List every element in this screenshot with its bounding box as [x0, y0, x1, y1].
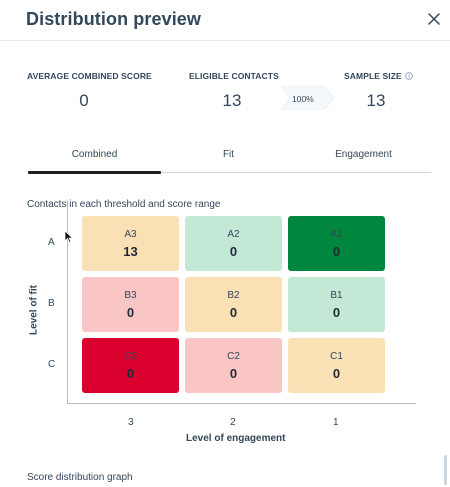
x-axis-line — [67, 403, 416, 404]
cell-count: 13 — [123, 244, 138, 259]
cell-count: 0 — [229, 366, 238, 381]
matrix-cell-a3[interactable]: A3 13 — [82, 216, 179, 271]
percent-badge: 100% — [292, 94, 314, 104]
matrix-cell-b1[interactable]: B1 0 — [288, 277, 385, 332]
cell-count: 0 — [229, 244, 238, 259]
y-axis-title: Level of fit — [28, 284, 40, 336]
col-label-2: 2 — [230, 417, 236, 428]
y-axis-line — [67, 201, 68, 403]
cell-name: A3 — [124, 229, 137, 240]
matrix-cell-b2[interactable]: B2 0 — [185, 277, 282, 332]
panel-header: Distribution preview — [0, 0, 450, 41]
cell-count: 0 — [126, 366, 135, 381]
col-label-1: 1 — [333, 417, 339, 428]
eligible-contacts-value: 13 — [222, 91, 242, 110]
sample-size-label: SAMPLE SIZE — [344, 71, 413, 81]
cell-name: C3 — [124, 351, 137, 362]
row-label-a: A — [48, 237, 55, 248]
matrix-cell-a1[interactable]: A1 0 — [288, 216, 385, 271]
average-combined-score-label: AVERAGE COMBINED SCORE — [27, 71, 152, 81]
scrollbar[interactable] — [444, 455, 447, 485]
tab-combined[interactable]: Combined — [71, 149, 118, 160]
row-label-c: C — [48, 359, 56, 370]
x-axis-title: Level of engagement — [186, 433, 286, 444]
arrow-badge-shape — [282, 86, 334, 110]
matrix-cell-c2[interactable]: C2 0 — [185, 338, 282, 393]
sample-size-label-text: SAMPLE SIZE — [344, 71, 402, 81]
sample-size-value: 13 — [366, 91, 386, 110]
cell-count: 0 — [332, 305, 341, 320]
cell-name: C2 — [227, 351, 240, 362]
cell-count: 0 — [126, 305, 135, 320]
matrix-caption: Contacts in each threshold and score ran… — [27, 199, 221, 210]
mouse-cursor-icon — [64, 230, 74, 244]
cell-name: B3 — [124, 290, 137, 301]
cell-count: 0 — [332, 366, 341, 381]
matrix-cell-b3[interactable]: B3 0 — [82, 277, 179, 332]
cell-name: B2 — [227, 290, 240, 301]
active-tab-indicator — [28, 171, 161, 174]
matrix-cell-a2[interactable]: A2 0 — [185, 216, 282, 271]
eligible-contacts-label: ELIGIBLE CONTACTS — [189, 71, 279, 81]
matrix-cell-c3[interactable]: C3 0 — [82, 338, 179, 393]
cell-name: A2 — [227, 229, 240, 240]
col-label-3: 3 — [128, 417, 134, 428]
cell-count: 0 — [332, 244, 341, 259]
info-icon[interactable] — [405, 72, 413, 80]
row-label-b: B — [48, 298, 55, 309]
footer-fade — [0, 456, 450, 487]
tab-engagement[interactable]: Engagement — [335, 149, 392, 160]
cell-count: 0 — [229, 305, 238, 320]
matrix-cell-c1[interactable]: C1 0 — [288, 338, 385, 393]
score-distribution-graph-title: Score distribution graph — [27, 472, 133, 483]
close-icon[interactable] — [425, 10, 443, 28]
cell-name: B1 — [330, 290, 343, 301]
average-combined-score-value: 0 — [79, 91, 89, 110]
cell-name: C1 — [330, 351, 343, 362]
stats-row: AVERAGE COMBINED SCORE 0 ELIGIBLE CONTAC… — [0, 64, 450, 124]
tab-fit[interactable]: Fit — [222, 149, 235, 160]
cell-name: A1 — [330, 229, 343, 240]
score-tabs: Combined Fit Engagement — [28, 143, 431, 174]
panel-title: Distribution preview — [26, 9, 202, 29]
